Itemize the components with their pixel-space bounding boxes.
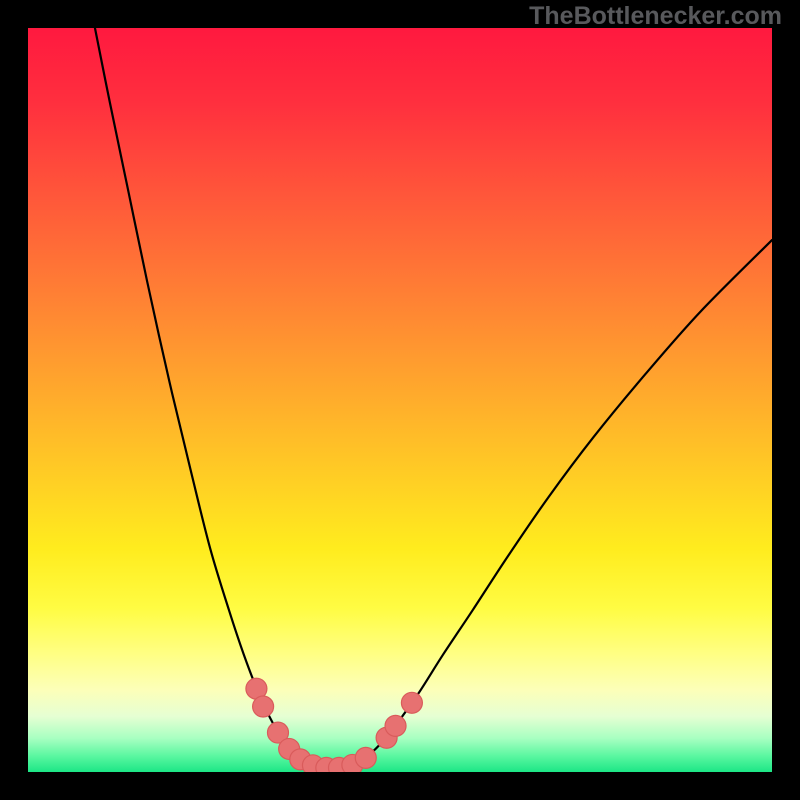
- curve-marker: [401, 692, 422, 713]
- curve-marker: [355, 747, 376, 768]
- curve-marker: [385, 715, 406, 736]
- watermark-label: TheBottlenecker.com: [529, 2, 782, 31]
- plot-area: [28, 28, 772, 772]
- gradient-background: [28, 28, 772, 772]
- chart-svg: [28, 28, 772, 772]
- curve-marker: [253, 696, 274, 717]
